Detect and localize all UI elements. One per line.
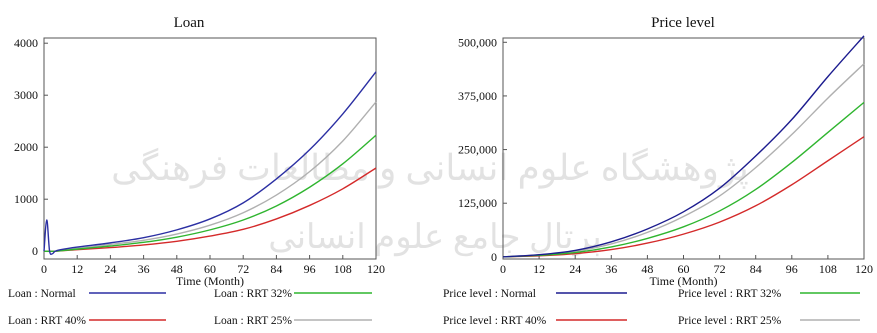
price-legend-label-1: Price level : RRT 32%: [678, 288, 782, 300]
loan-x-axis-label: Time (Month): [176, 274, 244, 288]
price-x-tick-label: 96: [786, 262, 798, 276]
price-x-tick-label: 60: [678, 262, 690, 276]
loan-x-tick-label: 108: [334, 262, 352, 276]
price-y-tick-label: 125,000: [458, 196, 497, 210]
loan-x-tick-label: 36: [138, 262, 150, 276]
loan-y-tick-label: 4000: [14, 36, 38, 50]
price-series-line-1: [502, 101, 865, 258]
watermark-text-line2: پرتال جامع علوم انسانی: [268, 219, 602, 257]
price-x-tick-label: 36: [605, 262, 617, 276]
loan-x-tick-label: 96: [304, 262, 316, 276]
loan-legend: Loan : Normal Loan : RRT 32% Loan : RRT 40…: [8, 288, 372, 327]
price-x-tick-label: 72: [714, 262, 726, 276]
loan-series-line-0: [43, 71, 377, 256]
price-y-tick-label: 375,000: [458, 89, 497, 103]
loan-series-line-3: [43, 101, 377, 253]
price-chart-title: Price level: [651, 15, 715, 31]
loan-chart: Loan 0 12 24 36 48 60 72 84 96 108 120 Time (Month) 0…: [8, 15, 385, 327]
price-x-tick-label: 108: [819, 262, 837, 276]
price-y-tick-label: 500,000: [458, 35, 497, 49]
price-x-tick-label: 24: [569, 262, 581, 276]
price-series-line-2: [502, 136, 865, 258]
loan-y-tick-label: 3000: [14, 88, 38, 102]
loan-y-tick-label: 2000: [14, 140, 38, 154]
loan-legend-label-0: Loan : Normal: [8, 288, 76, 300]
price-x-tick-label: 0: [500, 262, 506, 276]
price-series-line-3: [502, 63, 865, 258]
loan-legend-label-3: Loan : RRT 25%: [214, 315, 292, 327]
price-legend-label-0: Price level : Normal: [443, 288, 536, 300]
loan-x-tick-label: 24: [104, 262, 116, 276]
loan-x-tick-label: 12: [71, 262, 83, 276]
price-legend-label-2: Price level : RRT 40%: [443, 315, 547, 327]
price-x-tick-label: 48: [641, 262, 653, 276]
loan-series-line-1: [43, 134, 377, 253]
loan-x-tick-label: 0: [41, 262, 47, 276]
loan-legend-label-1: Loan : RRT 32%: [214, 288, 292, 300]
price-series-line-0: [502, 35, 865, 258]
loan-y-tick-label: 1000: [14, 192, 38, 206]
price-x-tick-label: 120: [855, 262, 873, 276]
loan-legend-label-2: Loan : RRT 40%: [8, 315, 86, 327]
price-chart: Price level 0 12 24 36 48 60 72 84 96 108 120 Time (…: [443, 15, 873, 327]
watermark-text-line1: پژوهشگاه علوم انسانی و مطالعات فرهنگی: [111, 147, 749, 189]
price-x-tick-label: 12: [533, 262, 545, 276]
price-legend: Price level : Normal Price level : RRT 32…: [443, 288, 860, 327]
price-y-tick-label: 250,000: [458, 143, 497, 157]
loan-x-tick-label: 48: [171, 262, 183, 276]
loan-series-line-2: [43, 167, 377, 253]
loan-x-tick-label: 84: [270, 262, 282, 276]
loan-y-tick-label: 0: [32, 244, 38, 258]
price-legend-label-3: Price level : RRT 25%: [678, 315, 782, 327]
price-x-axis-label: Time (Month): [650, 274, 718, 288]
loan-x-tick-label: 60: [204, 262, 216, 276]
loan-x-tick-label: 120: [367, 262, 385, 276]
loan-chart-title: Loan: [174, 15, 205, 31]
price-y-tick-label: 0: [491, 250, 497, 264]
loan-x-tick-label: 72: [237, 262, 249, 276]
price-x-tick-label: 84: [750, 262, 762, 276]
